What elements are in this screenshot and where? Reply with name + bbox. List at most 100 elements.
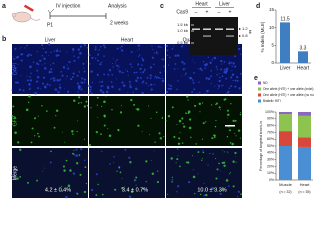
cell-signal [32, 61, 35, 64]
cell-signal [83, 67, 85, 69]
cell-signal [164, 70, 166, 72]
cell-signal [80, 88, 83, 91]
band-arrow [239, 34, 241, 38]
cell-signal [237, 190, 240, 193]
cell-signal [68, 61, 71, 64]
row-label: Merge [12, 166, 18, 180]
cell-signal [234, 65, 237, 68]
micrograph [12, 44, 88, 94]
cell-signal [109, 163, 111, 165]
cell-signal [59, 50, 61, 53]
cell-signal [227, 113, 230, 116]
cell-signal [215, 65, 218, 68]
cell-signal [157, 170, 159, 172]
cell-signal [151, 56, 154, 59]
cell-signal [104, 46, 107, 49]
cell-signal [52, 77, 55, 80]
cell-signal [76, 82, 79, 85]
cell-signal [219, 76, 221, 79]
tissue-label: Heart [195, 1, 208, 7]
cell-signal [205, 121, 207, 123]
cell-signal [33, 135, 36, 137]
cell-signal [26, 54, 29, 58]
cell-signal [83, 190, 87, 194]
micrograph [166, 148, 242, 198]
cell-signal [160, 58, 162, 60]
cell-signal [112, 66, 114, 68]
mouse-icon [11, 4, 41, 23]
cell-signal [101, 105, 103, 108]
cell-signal [111, 85, 114, 89]
cell-signal [150, 83, 153, 86]
cell-signal [180, 46, 183, 48]
cell-signal [14, 81, 18, 84]
cell-signal [145, 82, 148, 85]
cell-signal [54, 88, 58, 91]
cell-signal [158, 132, 161, 135]
cell-signal [82, 62, 85, 65]
cell-signal [96, 73, 99, 76]
gel: Heart Liver Cas9 – + – +1.5 kb1.0 kb 0.5 kb 1.2 0… [176, 1, 253, 55]
cell-signal [139, 54, 141, 56]
cell-signal [162, 77, 164, 80]
cell-signal [114, 188, 117, 191]
cell-signal [116, 47, 119, 50]
bar [280, 22, 290, 63]
cell-signal [230, 61, 233, 64]
cell-signal [71, 76, 74, 79]
data-label: 3.3 [300, 46, 307, 52]
cell-signal [100, 85, 103, 88]
cell-signal [173, 45, 175, 47]
cell-signal [78, 71, 81, 73]
cell-signal [240, 112, 242, 114]
cell-signal [178, 119, 182, 123]
cell-signal [76, 74, 79, 77]
quantification: 4.2 ± 0.4% [45, 187, 71, 193]
bar-segment [298, 112, 311, 116]
cell-signal [12, 105, 15, 108]
cell-signal [12, 55, 14, 57]
cell-signal [89, 63, 91, 65]
cell-signal [127, 74, 129, 76]
cell-signal [30, 54, 33, 57]
cell-signal [14, 116, 16, 119]
cell-signal [215, 177, 218, 180]
cell-signal [50, 68, 53, 71]
cell-signal [171, 48, 174, 50]
cell-signal [119, 171, 122, 174]
cell-signal [50, 71, 53, 73]
cell-signal [135, 87, 138, 91]
cell-signal [72, 172, 76, 175]
cell-signal [177, 155, 179, 157]
cell-signal [73, 149, 75, 152]
bar-segment [298, 146, 311, 180]
y-tick-label: 100% [265, 110, 274, 114]
cell-signal [147, 85, 149, 87]
cell-signal [34, 91, 37, 95]
cell-signal [37, 87, 40, 90]
cell-signal [149, 134, 151, 135]
cell-signal [234, 119, 237, 122]
cell-signal [57, 91, 60, 94]
injection-label: IV injection [56, 3, 81, 9]
cell-signal [176, 158, 179, 161]
cell-signal [99, 81, 101, 83]
cell-signal [78, 49, 80, 51]
cell-signal [164, 45, 166, 47]
row-label: GFP [12, 115, 18, 126]
cell-signal [175, 162, 177, 164]
cell-signal [28, 83, 31, 86]
cell-signal [235, 161, 237, 163]
cell-signal [30, 141, 33, 144]
cell-signal [76, 120, 78, 122]
cell-signal [236, 75, 239, 79]
cell-signal [185, 161, 188, 164]
cell-signal [49, 161, 52, 164]
cell-signal [206, 89, 209, 93]
cell-signal [174, 54, 177, 57]
cell-signal [89, 93, 91, 95]
cell-signal [60, 70, 62, 73]
y-tick-label: 0 [271, 60, 274, 65]
cell-signal [62, 66, 66, 69]
legend-swatch [258, 99, 261, 103]
